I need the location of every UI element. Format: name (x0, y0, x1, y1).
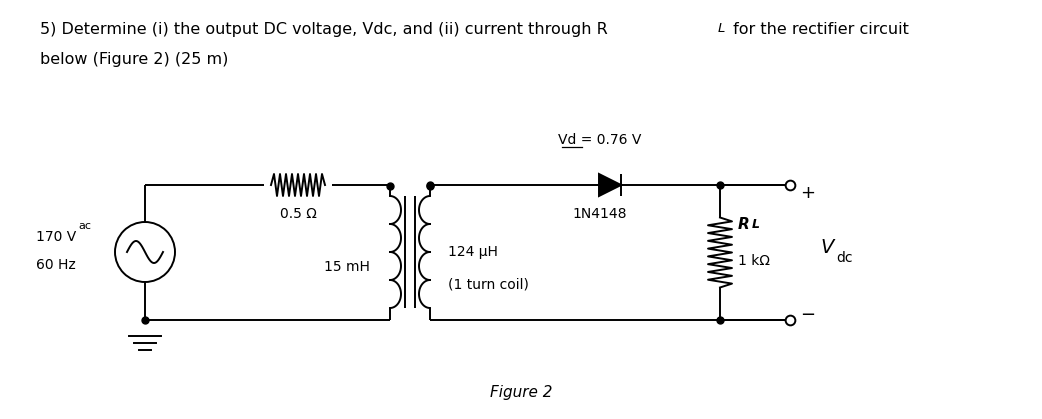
Text: below (Figure 2) (25 m): below (Figure 2) (25 m) (40, 52, 228, 67)
Text: Figure 2: Figure 2 (490, 385, 552, 400)
Text: 170 V: 170 V (35, 230, 76, 244)
Text: dc: dc (836, 251, 852, 264)
Text: −: − (800, 306, 816, 324)
Text: 1 kΩ: 1 kΩ (738, 253, 770, 267)
Text: L: L (718, 22, 725, 35)
Text: V: V (820, 238, 834, 257)
Text: L: L (752, 217, 760, 230)
Text: 60 Hz: 60 Hz (36, 258, 76, 272)
Text: 15 mH: 15 mH (324, 260, 370, 274)
Text: +: + (800, 184, 816, 202)
Polygon shape (599, 174, 621, 196)
Text: for the rectifier circuit: for the rectifier circuit (728, 22, 909, 37)
Text: 0.5 Ω: 0.5 Ω (279, 207, 317, 221)
Text: ac: ac (78, 221, 91, 231)
Text: Vd = 0.76 V: Vd = 0.76 V (559, 133, 642, 147)
Text: 124 μH: 124 μH (448, 245, 498, 259)
Text: 1N4148: 1N4148 (573, 207, 627, 221)
Text: (1 turn coil): (1 turn coil) (448, 277, 529, 291)
Text: R: R (738, 217, 750, 232)
Text: 5) Determine (i) the output DC voltage, Vdc, and (ii) current through R: 5) Determine (i) the output DC voltage, … (40, 22, 607, 37)
